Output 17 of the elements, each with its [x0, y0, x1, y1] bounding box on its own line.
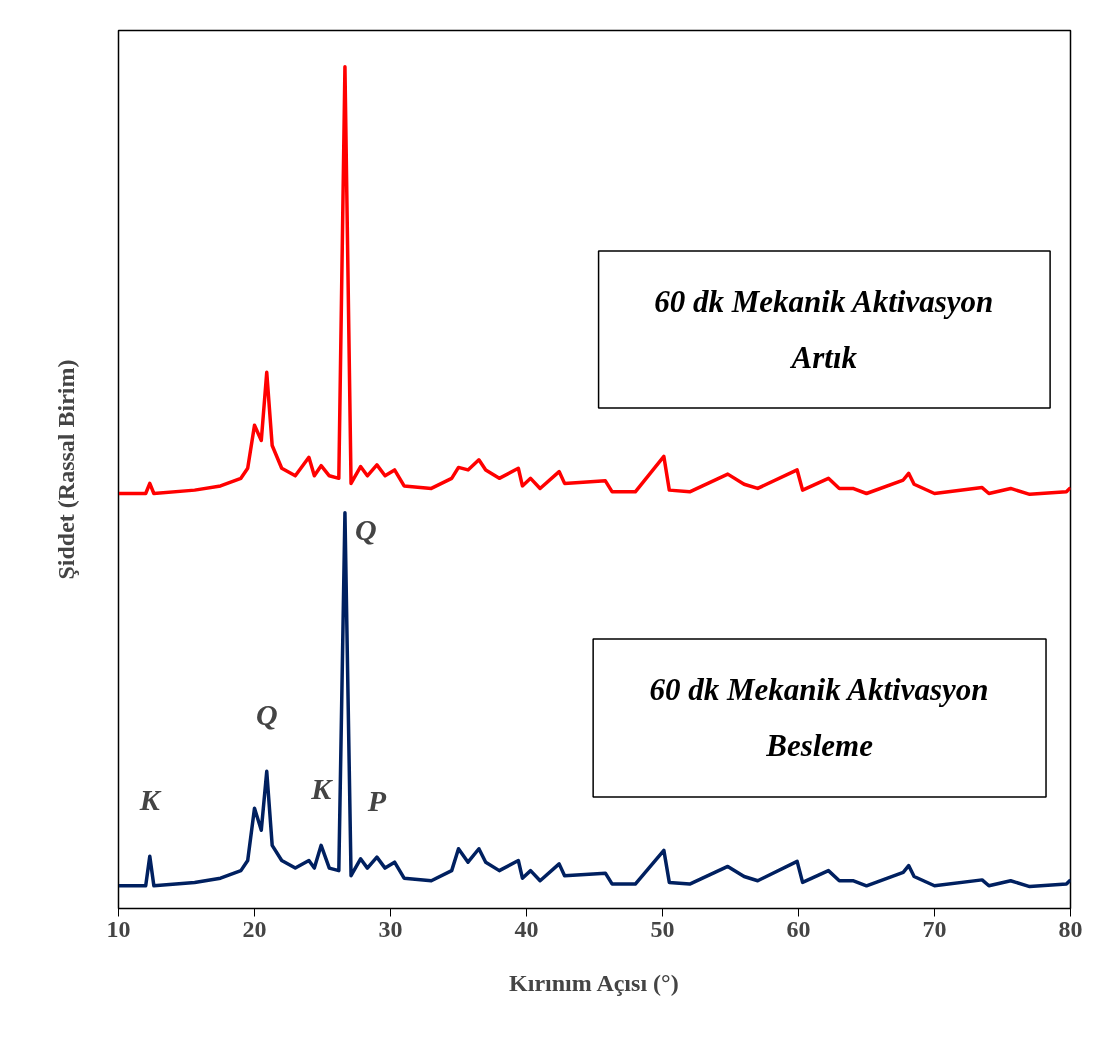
- x-tick-label: 40: [514, 915, 539, 942]
- y-axis-title: Şiddet (Rassal Birim): [52, 359, 79, 580]
- text: 60 dk Mekanik Aktivasyon Besleme: [649, 672, 989, 764]
- annotation: P: [366, 784, 387, 818]
- x-tick-label: 80: [1058, 915, 1083, 942]
- x-tick-label: 10: [106, 915, 131, 942]
- x-tick-label: 70: [922, 915, 947, 942]
- x-tick-label: 50: [650, 915, 675, 942]
- x-tick-label: 20: [242, 915, 267, 942]
- annotation: Q: [354, 512, 377, 546]
- annotation: K: [310, 772, 334, 806]
- x-tick-label: 30: [378, 915, 403, 942]
- annotation: K: [138, 783, 162, 817]
- annotation: Q: [255, 698, 278, 732]
- x-tick-label: 60: [786, 915, 811, 942]
- text: 60 dk Mekanik Aktivasyon Artık: [654, 283, 994, 375]
- x-axis-title: Kırınım Açısı (°): [509, 969, 679, 996]
